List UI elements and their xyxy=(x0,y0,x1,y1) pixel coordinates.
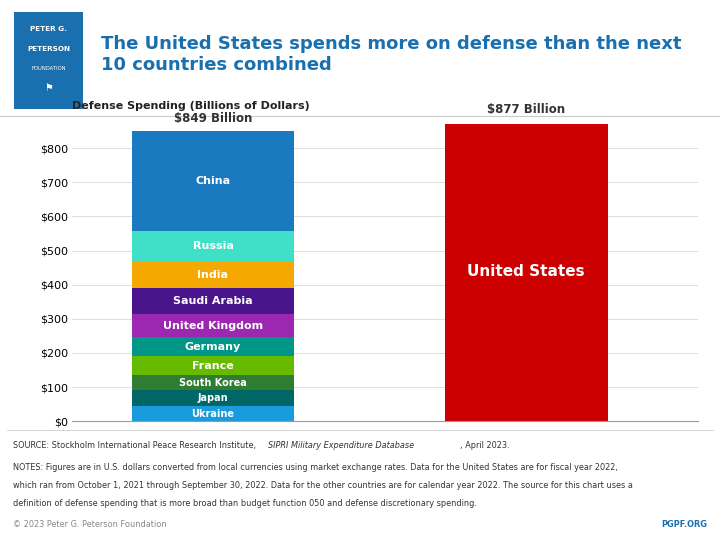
Bar xyxy=(132,390,294,406)
Text: China: China xyxy=(195,177,230,186)
Text: The United States spends more on defense than the next
10 countries combined: The United States spends more on defense… xyxy=(101,35,681,75)
FancyBboxPatch shape xyxy=(14,12,83,109)
Bar xyxy=(132,288,294,314)
Text: Japan: Japan xyxy=(197,393,228,403)
Text: Russia: Russia xyxy=(192,241,233,251)
Text: SOURCE: Stockholm International Peace Research Institute,: SOURCE: Stockholm International Peace Re… xyxy=(13,441,258,450)
Text: France: France xyxy=(192,361,234,370)
Text: NOTES: Figures are in U.S. dollars converted from local currencies using market : NOTES: Figures are in U.S. dollars conve… xyxy=(13,463,618,472)
Bar xyxy=(132,337,294,356)
Text: Germany: Germany xyxy=(185,342,241,352)
Text: PETERSON: PETERSON xyxy=(27,46,70,52)
Text: India: India xyxy=(197,269,228,280)
Text: ⚑: ⚑ xyxy=(44,83,53,93)
Bar xyxy=(445,122,608,421)
Text: Saudi Arabia: Saudi Arabia xyxy=(173,296,253,306)
Bar xyxy=(132,406,294,421)
Bar xyxy=(132,375,294,390)
Text: PETER G.: PETER G. xyxy=(30,26,67,32)
Text: $877 Billion: $877 Billion xyxy=(487,103,565,116)
Text: South Korea: South Korea xyxy=(179,377,247,388)
Text: Ukraine: Ukraine xyxy=(192,409,235,419)
Text: $849 Billion: $849 Billion xyxy=(174,112,252,125)
Text: SIPRI Military Expenditure Database: SIPRI Military Expenditure Database xyxy=(268,441,414,450)
Bar xyxy=(132,356,294,375)
Text: , April 2023.: , April 2023. xyxy=(460,441,510,450)
Text: © 2023 Peter G. Peterson Foundation: © 2023 Peter G. Peterson Foundation xyxy=(13,519,166,529)
Bar xyxy=(132,131,294,232)
Text: United States: United States xyxy=(467,264,585,279)
Text: which ran from October 1, 2021 through September 30, 2022. Data for the other co: which ran from October 1, 2021 through S… xyxy=(13,481,633,490)
Text: definition of defense spending that is more broad than budget function 050 and d: definition of defense spending that is m… xyxy=(13,499,477,508)
Bar xyxy=(132,232,294,261)
Text: Defense Spending (Billions of Dollars): Defense Spending (Billions of Dollars) xyxy=(72,101,310,111)
Text: FOUNDATION: FOUNDATION xyxy=(32,66,66,71)
Bar xyxy=(132,314,294,337)
Text: PGPF.ORG: PGPF.ORG xyxy=(661,519,707,529)
Text: United Kingdom: United Kingdom xyxy=(163,321,263,330)
Bar xyxy=(132,261,294,288)
